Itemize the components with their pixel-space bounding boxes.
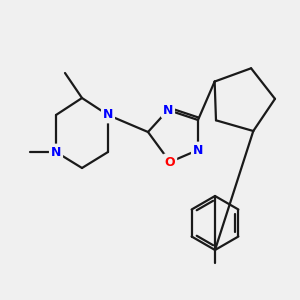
Text: N: N bbox=[103, 109, 113, 122]
Text: O: O bbox=[165, 155, 175, 169]
Text: N: N bbox=[51, 146, 61, 158]
Text: N: N bbox=[193, 143, 203, 157]
Text: N: N bbox=[163, 103, 173, 116]
